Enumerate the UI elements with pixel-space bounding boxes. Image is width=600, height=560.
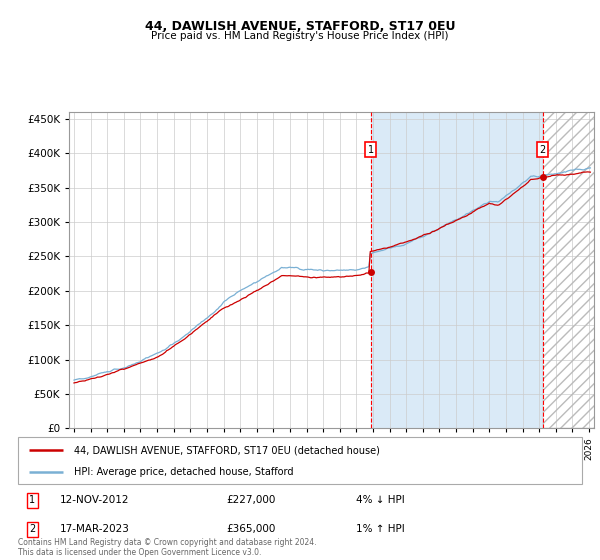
Text: 2: 2: [29, 525, 35, 534]
Text: 44, DAWLISH AVENUE, STAFFORD, ST17 0EU (detached house): 44, DAWLISH AVENUE, STAFFORD, ST17 0EU (…: [74, 445, 380, 455]
Bar: [371, 112, 542, 428]
Text: Contains HM Land Registry data © Crown copyright and database right 2024.
This d: Contains HM Land Registry data © Crown c…: [18, 538, 317, 557]
Text: 44, DAWLISH AVENUE, STAFFORD, ST17 0EU: 44, DAWLISH AVENUE, STAFFORD, ST17 0EU: [145, 20, 455, 32]
Text: 4% ↓ HPI: 4% ↓ HPI: [356, 496, 405, 505]
Text: £227,000: £227,000: [227, 496, 276, 505]
Text: Price paid vs. HM Land Registry's House Price Index (HPI): Price paid vs. HM Land Registry's House …: [151, 31, 449, 41]
FancyBboxPatch shape: [18, 437, 582, 484]
Bar: [542, 112, 600, 428]
Text: 1: 1: [368, 145, 374, 155]
Text: 1% ↑ HPI: 1% ↑ HPI: [356, 525, 405, 534]
Text: HPI: Average price, detached house, Stafford: HPI: Average price, detached house, Staf…: [74, 467, 294, 477]
Text: 17-MAR-2023: 17-MAR-2023: [60, 525, 130, 534]
Bar: [542, 112, 600, 428]
Text: £365,000: £365,000: [227, 525, 276, 534]
Text: 12-NOV-2012: 12-NOV-2012: [60, 496, 130, 505]
Text: 1: 1: [29, 496, 35, 505]
Text: 2: 2: [539, 145, 546, 155]
